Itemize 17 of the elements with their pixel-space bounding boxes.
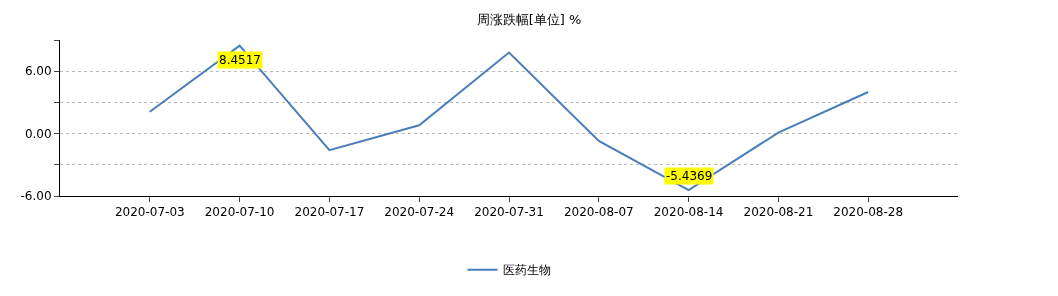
x-tick-label: 2020-08-28 (833, 205, 904, 220)
x-tick-label: 2020-08-14 (653, 205, 724, 220)
x-tick-label: 2020-07-10 (204, 205, 275, 220)
x-tick-label: 2020-07-31 (474, 205, 544, 220)
x-tick-label: 2020-07-24 (384, 205, 455, 220)
chart-title: 周涨跌幅[单位] % (476, 11, 582, 27)
x-tick-label: 2020-07-03 (114, 205, 185, 220)
y-tick-label: 0.00 (24, 126, 52, 141)
x-tick-label: 2020-07-17 (294, 205, 365, 220)
data-label: 8.4517 (219, 53, 261, 67)
data-label: -5.4369 (666, 169, 713, 183)
y-tick-label: 6.00 (24, 64, 52, 79)
x-tick-label: 2020-08-07 (563, 205, 634, 220)
legend-label: 医药生物 (502, 263, 551, 278)
x-tick-label: 2020-08-21 (743, 205, 814, 220)
line-series (148, 44, 870, 192)
y-tick-label: -6.00 (20, 189, 52, 204)
